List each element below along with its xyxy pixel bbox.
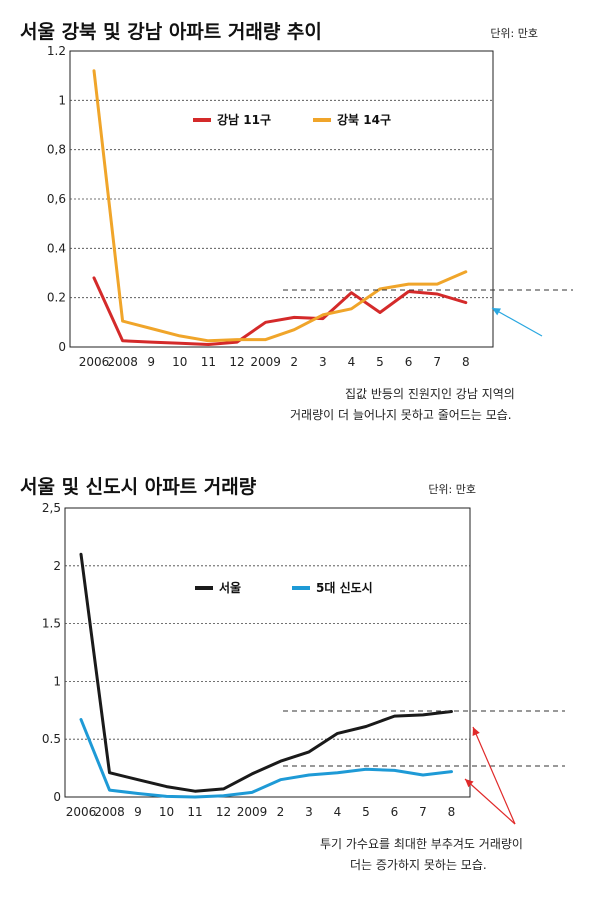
x-tick-label: 11 [187,805,202,819]
series-line-2 [79,718,453,799]
x-tick-label: 6 [391,805,399,819]
series-line-1 [79,552,453,793]
annotation-arrow-line [464,778,516,825]
unit-label: 단위: 만호 [490,27,538,40]
y-tick-label: 0,6 [47,192,66,206]
plot-frame [69,50,494,348]
legend-label: 강남 11구 [217,112,271,127]
x-tick-label: 8 [462,355,470,369]
y-tick-label: 0,8 [47,143,66,157]
x-tick-label: 2008 [107,355,138,369]
x-tick-label: 2008 [94,805,125,819]
x-tick-label: 2009 [250,355,281,369]
annotation-text: 더는 증가하지 못하는 모습. [350,858,487,872]
annotation-arrowhead [465,779,474,788]
x-tick-label: 2006 [79,355,110,369]
legend-label: 5대 신도시 [316,580,373,595]
x-tick-label: 7 [419,805,427,819]
x-tick-label: 2 [277,805,285,819]
unit-label: 단위: 만호 [428,483,476,496]
x-tick-label: 11 [201,355,216,369]
y-tick-label: 0 [58,340,66,354]
x-tick-label: 10 [172,355,187,369]
x-tick-label: 4 [334,805,342,819]
x-tick-label: 5 [376,355,384,369]
x-tick-label: 2009 [237,805,268,819]
plot-frame [64,507,471,798]
x-tick-label: 8 [448,805,456,819]
y-tick-label: 0.2 [47,291,66,305]
x-tick-label: 2006 [66,805,97,819]
chart-title: 서울 및 신도시 아파트 거래량 [20,476,257,498]
y-tick-label: 0 [53,790,61,804]
y-tick-label: 2 [53,559,61,573]
y-tick-label: 0.4 [47,241,66,255]
chart-title: 서울 강북 및 강남 아파트 거래량 추이 [20,21,322,43]
x-tick-label: 9 [134,805,142,819]
legend-label: 서울 [219,580,241,595]
annotation-text: 집값 반등의 진원지인 강남 지역의 [345,387,515,401]
y-tick-label: 0.5 [42,732,61,746]
legend-label: 강북 14구 [337,113,391,127]
x-tick-label: 12 [216,805,231,819]
x-tick-label: 5 [362,805,370,819]
x-tick-label: 3 [305,805,313,819]
y-tick-label: 1 [58,93,66,107]
y-tick-label: 1.2 [47,44,66,58]
x-tick-label: 2 [290,355,298,369]
x-tick-label: 10 [159,805,174,819]
annotation-arrow-line [472,726,516,825]
y-tick-label: 1 [53,674,61,688]
x-tick-label: 12 [229,355,244,369]
annotation-text: 거래량이 더 늘어나지 못하고 줄어드는 모습. [290,408,512,422]
annotation-arrowhead [492,308,501,316]
y-tick-label: 1.5 [42,617,61,631]
x-tick-label: 3 [319,355,327,369]
annotation-arrowhead [472,727,480,736]
series-line-2 [92,69,468,343]
x-tick-label: 4 [348,355,356,369]
series-line-1 [92,276,468,346]
x-tick-label: 9 [147,355,155,369]
annotation-text: 투기 가수요를 최대한 부추겨도 거래량이 [320,837,523,851]
y-tick-label: 2,5 [42,501,61,515]
x-tick-label: 6 [405,355,413,369]
annotation-arrow-line [491,307,543,337]
x-tick-label: 7 [433,355,441,369]
